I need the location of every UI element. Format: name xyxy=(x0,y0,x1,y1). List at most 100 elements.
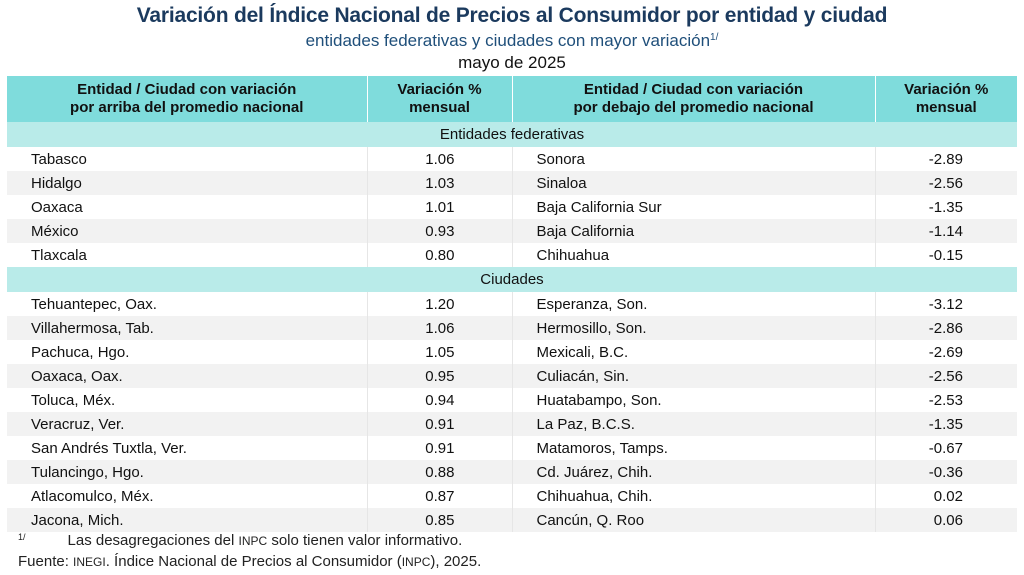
above-entity-cell: Tulancingo, Hgo. xyxy=(7,460,368,484)
below-variation-cell: -0.67 xyxy=(928,439,963,457)
table-row: Jacona, Mich. 0.85 Cancún, Q. Roo 0.06 xyxy=(7,508,1017,532)
source-text-end: ), 2025. xyxy=(430,553,482,570)
below-entity-cell: Sonora xyxy=(512,147,876,171)
below-entity-cell: Sinaloa xyxy=(512,171,876,195)
below-entity-cell: Huatabampo, Son. xyxy=(512,388,876,412)
below-variation-cell: -2.69 xyxy=(928,343,963,361)
above-variation-cell: 1.05 xyxy=(367,340,513,364)
table-row: Tehuantepec, Oax. 1.20 Esperanza, Son. -3.1… xyxy=(7,292,1017,316)
above-variation-cell: 0.87 xyxy=(367,484,513,508)
table-row: Hidalgo 1.03 Sinaloa -2.56 xyxy=(7,171,1017,195)
table-row: México 0.93 Baja California -1.14 xyxy=(7,219,1017,243)
below-variation-cell: -2.86 xyxy=(875,316,1017,340)
below-variation-cell: -0.36 xyxy=(875,460,1017,484)
subtitle-footnote-mark: 1/ xyxy=(710,32,719,43)
above-variation-cell: 1.01 xyxy=(367,195,513,219)
footnote-text-end: solo tienen valor informativo. xyxy=(267,532,463,549)
table-body: Entidades federativas Tabasco 1.06 Sonora -2… xyxy=(7,122,1017,532)
below-entity-cell: Baja California Sur xyxy=(512,195,876,219)
above-entity-cell: Toluca, Méx. xyxy=(7,388,368,412)
table-row: Villahermosa, Tab. 1.06 Hermosillo, Son. -2… xyxy=(7,316,1017,340)
below-entity-cell: Mexicali, B.C. xyxy=(512,340,876,364)
above-entity-cell: Tlaxcala xyxy=(7,243,368,267)
above-entity-cell: Veracruz, Ver. xyxy=(7,412,368,436)
table-row: Toluca, Méx. 0.94 Huatabampo, Son. -2.53 xyxy=(7,388,1017,412)
below-variation-cell: -1.14 xyxy=(875,219,1017,243)
source-note: Fuente: INEGI. Índice Nacional de Precio… xyxy=(18,553,481,570)
below-entity-cell: Cd. Juárez, Chih. xyxy=(512,460,876,484)
column-header-above-entity: Entidad / Ciudad con variación por arrib… xyxy=(7,76,368,122)
below-variation-cell: -1.35 xyxy=(928,198,963,216)
above-entity-cell: Atlacomulco, Méx. xyxy=(7,484,368,508)
below-variation-cell: -1.35 xyxy=(875,412,1017,436)
source-org: INEGI xyxy=(73,555,106,569)
above-entity-cell: Oaxaca, Oax. xyxy=(7,364,368,388)
below-variation-cell: 0.02 xyxy=(933,487,963,505)
below-entity-cell: Hermosillo, Son. xyxy=(512,316,876,340)
table-row: San Andrés Tuxtla, Ver. 0.91 Matamoros, Ta… xyxy=(7,436,1017,460)
above-variation-cell: 1.06 xyxy=(367,316,513,340)
table-row: Tabasco 1.06 Sonora -2.89 xyxy=(7,147,1017,171)
above-variation-cell: 1.03 xyxy=(367,171,513,195)
variation-table: Entidad / Ciudad con variación por arrib… xyxy=(7,76,1017,532)
below-entity-cell: Chihuahua, Chih. xyxy=(512,484,876,508)
column-header-below-variation: Variación % mensual xyxy=(875,76,1017,122)
above-variation-cell: 0.91 xyxy=(367,436,513,460)
above-entity-cell: San Andrés Tuxtla, Ver. xyxy=(7,436,368,460)
section-title: Ciudades xyxy=(7,267,1017,292)
below-variation-cell: -2.56 xyxy=(875,364,1017,388)
below-variation-cell: -2.53 xyxy=(928,391,963,409)
section-row: Ciudades xyxy=(7,267,1017,292)
below-entity-cell: Baja California xyxy=(512,219,876,243)
below-entity-cell: Matamoros, Tamps. xyxy=(512,436,876,460)
above-entity-cell: Oaxaca xyxy=(7,195,368,219)
footnote-mark: 1/ xyxy=(18,532,26,542)
column-header-above-variation: Variación % mensual xyxy=(367,76,513,122)
table-row: Tulancingo, Hgo. 0.88 Cd. Juárez, Chih. -0.… xyxy=(7,460,1017,484)
below-entity-cell: Culiacán, Sin. xyxy=(512,364,876,388)
below-variation-cell: -2.56 xyxy=(875,171,1017,195)
table-row: Veracruz, Ver. 0.91 La Paz, B.C.S. -1.35 xyxy=(7,412,1017,436)
below-entity-cell: Cancún, Q. Roo xyxy=(512,508,876,532)
above-variation-cell: 0.91 xyxy=(367,412,513,436)
table-row: Pachuca, Hgo. 1.05 Mexicali, B.C. -2.69 xyxy=(7,340,1017,364)
section-row: Entidades federativas xyxy=(7,122,1017,147)
footnote: 1/Las desagregaciones del INPC solo tien… xyxy=(18,532,462,549)
page-title: Variación del Índice Nacional de Precios… xyxy=(136,4,888,27)
below-variation-cell: 0.06 xyxy=(875,508,1017,532)
source-abbr: INPC xyxy=(401,555,431,569)
above-variation-cell: 0.95 xyxy=(367,364,513,388)
above-entity-cell: Hidalgo xyxy=(7,171,368,195)
below-variation-cell: -0.15 xyxy=(928,246,963,264)
above-variation-cell: 1.06 xyxy=(367,147,513,171)
below-entity-cell: Esperanza, Son. xyxy=(512,292,876,316)
above-variation-cell: 0.88 xyxy=(367,460,513,484)
table-row: Oaxaca, Oax. 0.95 Culiacán, Sin. -2.56 xyxy=(7,364,1017,388)
above-entity-cell: Tehuantepec, Oax. xyxy=(7,292,368,316)
footnote-text: Las desagregaciones del xyxy=(67,532,239,549)
period-label: mayo de 2025 xyxy=(458,53,566,72)
footnote-abbr: INPC xyxy=(238,534,268,548)
above-entity-cell: Jacona, Mich. xyxy=(7,508,368,532)
above-variation-cell: 0.94 xyxy=(367,388,513,412)
below-variation-cell: -2.89 xyxy=(928,150,963,168)
above-entity-cell: México xyxy=(7,219,368,243)
above-variation-cell: 0.93 xyxy=(367,219,513,243)
source-text: . Índice Nacional de Precios al Consumid… xyxy=(105,553,402,570)
above-variation-cell: 0.80 xyxy=(367,243,513,267)
section-title: Entidades federativas xyxy=(7,122,1017,147)
above-variation-cell: 1.20 xyxy=(367,292,513,316)
below-variation-cell: -3.12 xyxy=(928,295,963,313)
column-header-below-entity: Entidad / Ciudad con variación por debaj… xyxy=(512,76,876,122)
subtitle-text: entidades federativas y ciudades con may… xyxy=(305,31,711,50)
above-entity-cell: Pachuca, Hgo. xyxy=(7,340,368,364)
above-variation-cell: 0.85 xyxy=(367,508,513,532)
table-row: Tlaxcala 0.80 Chihuahua -0.15 xyxy=(7,243,1017,267)
above-entity-cell: Tabasco xyxy=(7,147,368,171)
table-header-row: Entidad / Ciudad con variación por arrib… xyxy=(7,76,1017,122)
table-row: Oaxaca 1.01 Baja California Sur -1.35 xyxy=(7,195,1017,219)
below-entity-cell: Chihuahua xyxy=(512,243,876,267)
table-row: Atlacomulco, Méx. 0.87 Chihuahua, Chih. 0.0… xyxy=(7,484,1017,508)
above-entity-cell: Villahermosa, Tab. xyxy=(7,316,368,340)
source-label: Fuente: xyxy=(18,553,74,570)
